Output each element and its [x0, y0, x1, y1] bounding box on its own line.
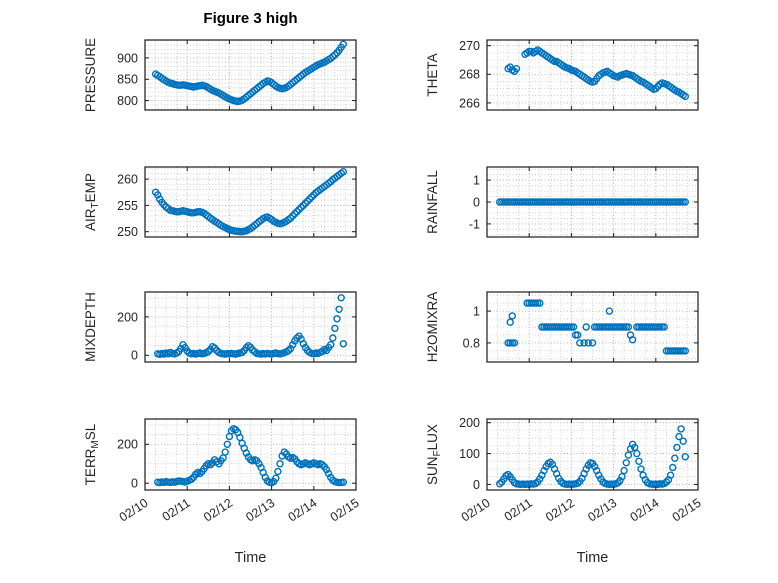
- svg-text:260: 260: [117, 172, 138, 186]
- minor-grid: [487, 292, 698, 362]
- y-tick-labels: 0 200: [117, 310, 138, 362]
- svg-text:0: 0: [473, 478, 480, 492]
- plot-box: [486, 291, 699, 363]
- svg-text:02/13: 02/13: [243, 496, 277, 525]
- minor-grid: [487, 419, 698, 490]
- x-axis-label-left: Time: [234, 550, 267, 566]
- y-tick-labels: -1 0 1: [469, 173, 480, 231]
- axis-ticks: [144, 40, 357, 110]
- y-axis-label: MIXDEPTH: [83, 292, 98, 362]
- svg-text:266: 266: [459, 96, 480, 110]
- svg-text:02/11: 02/11: [160, 496, 193, 524]
- svg-text:850: 850: [117, 73, 138, 87]
- y-axis-label: AIRTEMP: [83, 173, 101, 231]
- subplot-terr-msl: 0 200 02/10 02/11 02/12 02/13 02/14 02/15 TERRMS…: [83, 418, 362, 525]
- minor-grid: [145, 167, 356, 238]
- y-tick-labels: 0.81: [463, 304, 480, 350]
- data-points: [504, 299, 689, 355]
- plot-box: [486, 39, 699, 111]
- svg-text:200: 200: [459, 416, 480, 430]
- svg-text:02/15: 02/15: [328, 496, 362, 525]
- plot-box: [144, 39, 357, 111]
- svg-text:02/14: 02/14: [286, 496, 320, 525]
- data-points: [153, 294, 347, 358]
- y-axis-label: THETA: [425, 53, 440, 96]
- major-grid: [487, 292, 698, 362]
- y-tick-labels: 800 850 900: [117, 51, 138, 108]
- subplot-theta: 266 268 270 THETA: [425, 39, 699, 111]
- svg-text:200: 200: [117, 438, 138, 452]
- svg-text:1: 1: [473, 304, 480, 318]
- svg-text:02/12: 02/12: [201, 496, 235, 525]
- axis-ticks: [144, 292, 357, 362]
- axis-ticks: [486, 419, 699, 490]
- svg-text:02/14: 02/14: [628, 496, 662, 525]
- data-points: [153, 425, 347, 487]
- plot-box: [144, 291, 357, 363]
- svg-text:02/10: 02/10: [459, 496, 493, 525]
- major-grid: [487, 419, 698, 490]
- y-axis-label: SUNFLUX: [425, 424, 443, 485]
- subplot-mixdepth: 0 200 MIXDEPTH: [83, 291, 357, 363]
- axis-ticks: [486, 40, 699, 110]
- y-tick-labels: 266 268 270: [459, 39, 480, 110]
- axis-ticks: [144, 167, 357, 237]
- svg-text:0: 0: [473, 195, 480, 209]
- svg-text:255: 255: [117, 199, 138, 213]
- x-tick-labels: 02/10 02/11 02/12 02/13 02/14 02/15: [459, 496, 704, 525]
- y-axis-label: H2OMIXRA: [425, 292, 440, 363]
- subplot-air-temp: 250 255 260 AIRTEMP: [83, 166, 357, 239]
- svg-text:900: 900: [117, 51, 138, 65]
- y-tick-labels: 250 255 260: [117, 172, 138, 239]
- data-points: [496, 198, 689, 206]
- x-tick-labels: 02/10 02/11 02/12 02/13 02/14 02/15: [117, 496, 362, 525]
- svg-text:268: 268: [459, 68, 480, 82]
- svg-text:0.8: 0.8: [463, 336, 480, 350]
- svg-text:0: 0: [131, 349, 138, 363]
- plot-box: [144, 418, 357, 491]
- x-axis-label-right: Time: [576, 550, 609, 566]
- minor-grid: [487, 167, 698, 237]
- major-grid: [145, 419, 356, 490]
- svg-text:1: 1: [473, 173, 480, 187]
- svg-text:200: 200: [117, 310, 138, 324]
- y-axis-label: PRESSURE: [83, 38, 98, 112]
- svg-text:100: 100: [459, 447, 480, 461]
- data-points: [496, 425, 689, 489]
- data-points: [151, 167, 347, 236]
- minor-grid: [487, 40, 698, 111]
- y-tick-labels: 0 100 200: [459, 416, 480, 492]
- subplot-pressure: 800 850 900 PRESSURE: [83, 38, 357, 112]
- svg-text:0: 0: [131, 477, 138, 491]
- axis-ticks: [144, 419, 357, 490]
- svg-text:250: 250: [117, 225, 138, 239]
- y-axis-label: RAINFALL: [425, 170, 440, 234]
- axis-ticks: [486, 292, 699, 362]
- plot-box: [486, 418, 699, 491]
- data-points: [504, 46, 689, 101]
- axis-ticks: [486, 167, 699, 237]
- svg-text:02/13: 02/13: [585, 496, 619, 525]
- figure-title: Figure 3 high: [203, 10, 298, 27]
- svg-text:270: 270: [459, 39, 480, 53]
- svg-text:800: 800: [117, 94, 138, 108]
- plot-box: [144, 166, 357, 238]
- svg-text:02/11: 02/11: [502, 496, 535, 524]
- y-axis-label: TERRMSL: [83, 423, 101, 485]
- subplot-rainfall: -1 0 1 RAINFALL: [425, 166, 699, 238]
- svg-text:-1: -1: [469, 217, 480, 231]
- minor-grid: [145, 40, 356, 110]
- major-grid: [487, 167, 698, 237]
- major-grid: [487, 40, 698, 110]
- svg-text:02/10: 02/10: [117, 496, 151, 525]
- major-grid: [145, 167, 356, 237]
- data-points: [151, 40, 347, 106]
- svg-text:02/15: 02/15: [670, 496, 704, 525]
- svg-text:02/12: 02/12: [543, 496, 577, 525]
- y-tick-labels: 0 200: [117, 438, 138, 491]
- subplot-sun-flux: 0 100 200 02/10 02/11 02/12 02/13 02/14 02/15 SUN…: [425, 416, 704, 524]
